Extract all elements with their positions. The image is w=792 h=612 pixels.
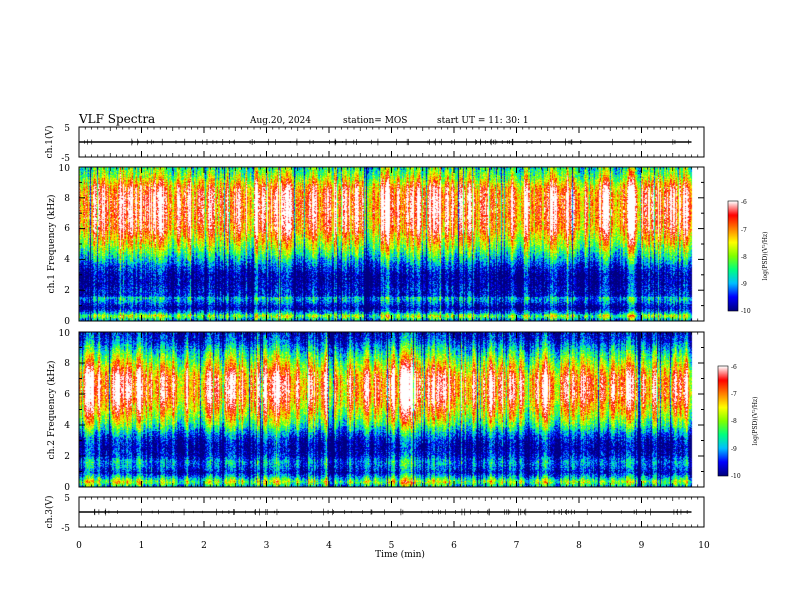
ch1-voltage-panel: 5 -5 ch.1(V) bbox=[44, 124, 705, 164]
ch2-frequency-ticklabels: 0 2 4 6 8 10 bbox=[59, 329, 71, 493]
ch2-cbar-tick-10: -10 bbox=[731, 473, 741, 480]
ch2-cbar-tick-7: -7 bbox=[731, 391, 737, 398]
ch3-ytick-top: 5 bbox=[64, 494, 70, 504]
ch2-colorbar: -6 -7 -8 -9 -10 log(PSD)(V²/Hz) bbox=[717, 364, 759, 480]
ch1-freq-tick-8: 8 bbox=[64, 194, 70, 204]
ch2-freq-tick-2: 2 bbox=[64, 452, 70, 462]
time-tick-4: 4 bbox=[326, 541, 332, 551]
ch2-cbar-tick-8: -8 bbox=[731, 418, 737, 425]
ch1-cbar-tick-8: -8 bbox=[741, 254, 747, 261]
ch2-freq-tick-10: 10 bbox=[59, 329, 71, 339]
ch1-spectrogram-ticks bbox=[78, 166, 705, 322]
ch2-freq-tick-0: 0 bbox=[64, 483, 70, 493]
time-tick-3: 3 bbox=[264, 541, 270, 551]
ch1-freq-tick-2: 2 bbox=[64, 286, 70, 296]
ch2-freq-tick-8: 8 bbox=[64, 359, 70, 369]
ch2-frequency-ylabel: ch.2 Frequency (kHz) bbox=[46, 361, 57, 460]
ch3-voltage-trace bbox=[79, 508, 692, 516]
ch2-colorbar-image bbox=[718, 366, 728, 476]
time-tick-9: 9 bbox=[639, 541, 645, 551]
ch1-cbar-tick-10: -10 bbox=[741, 308, 751, 315]
time-tick-2: 2 bbox=[201, 541, 207, 551]
ch1-freq-tick-10: 10 bbox=[59, 164, 71, 174]
ch1-colorbar-image bbox=[728, 201, 738, 311]
ch1-cbar-tick-7: -7 bbox=[741, 227, 747, 234]
ch2-freq-tick-4: 4 bbox=[64, 421, 70, 431]
ch1-cbar-tick-6: -6 bbox=[741, 199, 747, 206]
ch2-freq-tick-6: 6 bbox=[64, 390, 70, 400]
ch1-spectrogram-panel: 0 2 4 6 8 10 ch.1 Frequency (kHz) bbox=[46, 164, 705, 327]
start-ut-label: start UT = 11: 30: 1 bbox=[437, 116, 529, 126]
time-tick-8: 8 bbox=[576, 541, 582, 551]
ch1-ytick-top: 5 bbox=[64, 124, 70, 134]
station-label: station= MOS bbox=[343, 116, 407, 126]
time-tick-0: 0 bbox=[76, 541, 82, 551]
ch1-voltage-trace bbox=[79, 138, 692, 146]
time-tick-1: 1 bbox=[139, 541, 145, 551]
ch1-frequency-ylabel: ch.1 Frequency (kHz) bbox=[46, 195, 57, 294]
ch1-freq-tick-4: 4 bbox=[64, 255, 70, 265]
ch3-voltage-panel: 5 -5 ch.3(V) bbox=[44, 494, 705, 534]
time-tick-7: 7 bbox=[514, 541, 520, 551]
ch1-ytick-bottom: -5 bbox=[61, 154, 70, 164]
ch1-freq-tick-0: 0 bbox=[64, 317, 70, 327]
ch1-colorbar-frame bbox=[727, 200, 739, 312]
time-tick-5: 5 bbox=[389, 541, 395, 551]
ch3-ytick-bottom: -5 bbox=[61, 524, 70, 534]
ch2-spectrogram-panel: 0 2 4 6 8 10 ch.2 Frequency (kHz) bbox=[46, 329, 705, 493]
ch1-frequency-ticklabels: 0 2 4 6 8 10 bbox=[59, 164, 71, 327]
time-axis-label: Time (min) bbox=[375, 549, 425, 560]
ch3-voltage-ticks bbox=[78, 497, 705, 527]
ch2-cbar-tick-9: -9 bbox=[731, 446, 737, 453]
ch2-colorbar-frame bbox=[717, 365, 729, 477]
time-tick-10: 10 bbox=[698, 541, 710, 551]
date-label: Aug.20, 2024 bbox=[249, 116, 311, 126]
ch1-cbar-tick-9: -9 bbox=[741, 281, 747, 288]
ch1-freq-tick-6: 6 bbox=[64, 224, 70, 234]
ch2-colorbar-label: log(PSD)(V²/Hz) bbox=[752, 397, 759, 446]
time-axis-ticklabels: 0 1 2 3 4 5 6 7 8 9 10 bbox=[76, 541, 710, 551]
ch1-colorbar: -6 -7 -8 -9 -10 log(PSD)(V²/Hz) bbox=[727, 199, 769, 315]
ch1-spectrogram-image bbox=[79, 167, 704, 321]
ch2-cbar-tick-6: -6 bbox=[731, 364, 737, 371]
ch2-spectrogram-image bbox=[79, 332, 704, 487]
figure-title: VLF Spectra bbox=[78, 112, 155, 126]
time-tick-6: 6 bbox=[451, 541, 457, 551]
ch3-voltage-ylabel: ch.3(V) bbox=[44, 496, 55, 529]
ch2-spectrogram-ticks bbox=[78, 331, 705, 488]
ch1-voltage-ylabel: ch.1(V) bbox=[44, 126, 55, 159]
ch1-colorbar-label: log(PSD)(V²/Hz) bbox=[762, 232, 769, 281]
ch1-voltage-ticks bbox=[78, 127, 705, 157]
